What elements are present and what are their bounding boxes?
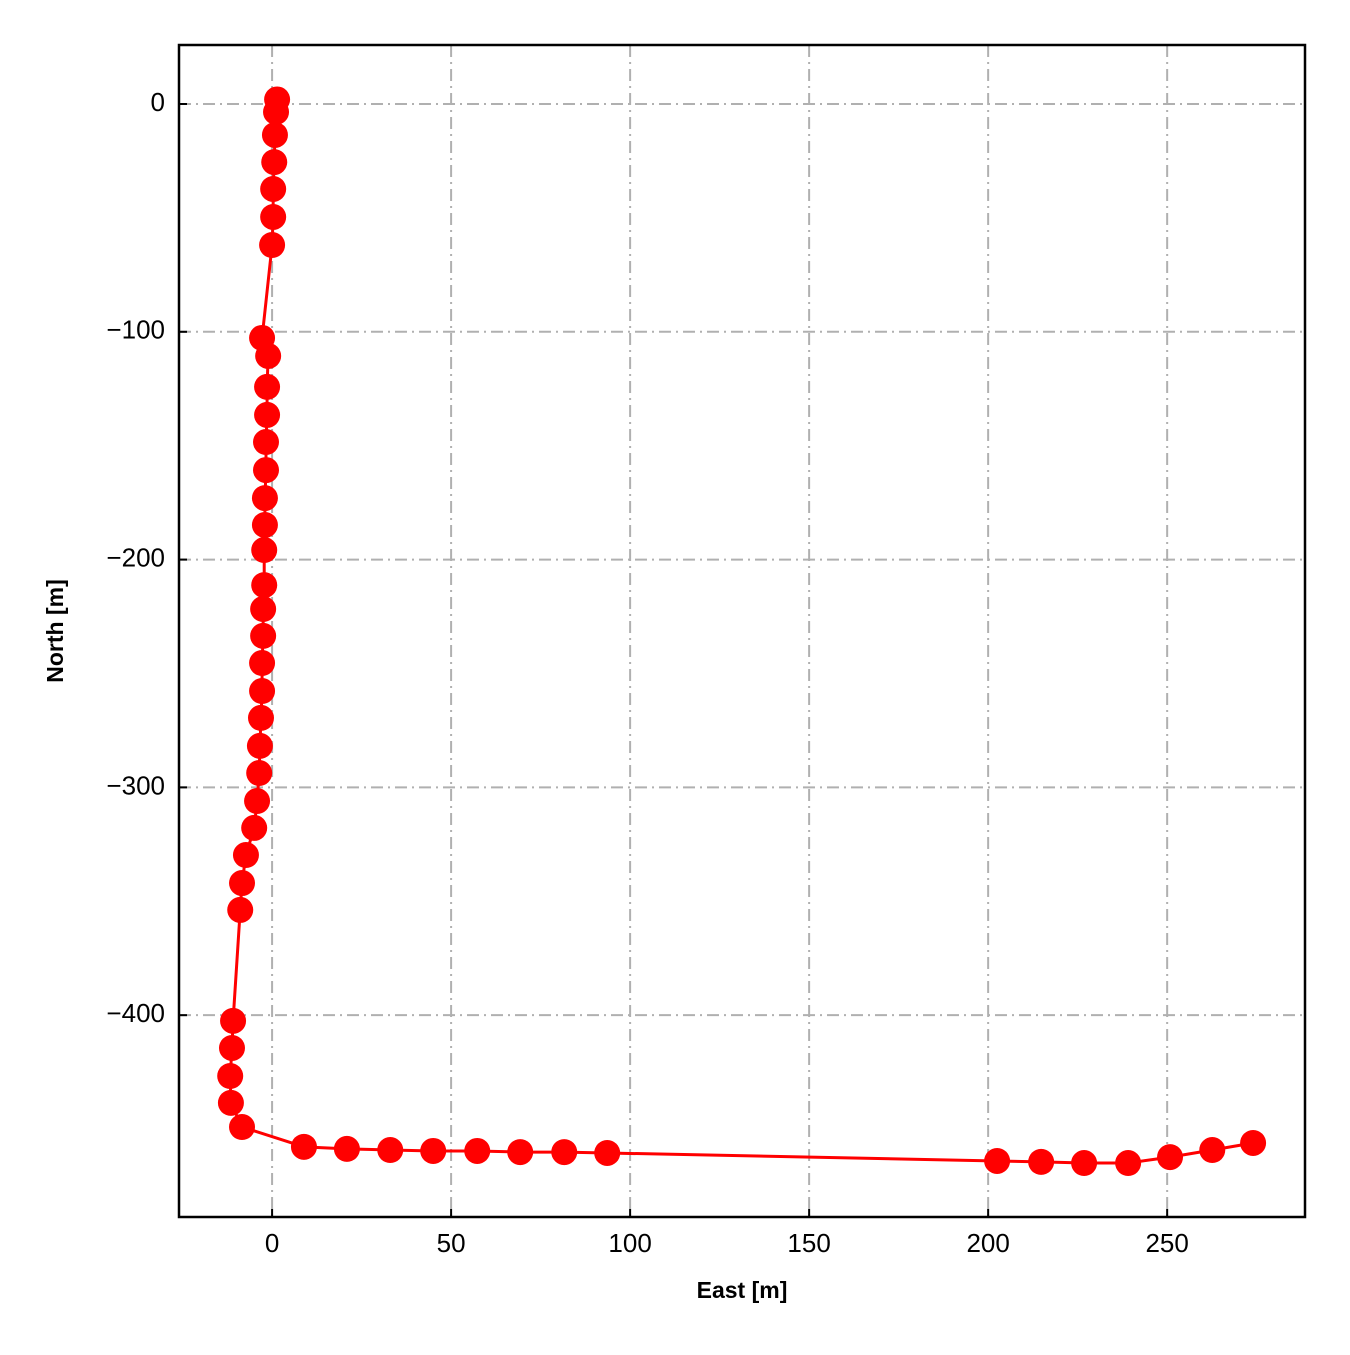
x-tick-label: 0 bbox=[265, 1228, 279, 1258]
y-tick-label: −400 bbox=[106, 998, 165, 1028]
y-tick-label: −300 bbox=[106, 770, 165, 800]
point-marker bbox=[218, 1034, 245, 1061]
point-marker bbox=[250, 622, 277, 649]
point-marker bbox=[1157, 1144, 1184, 1171]
point-marker bbox=[217, 1089, 244, 1116]
point-marker bbox=[1240, 1129, 1267, 1156]
point-marker bbox=[261, 121, 288, 148]
x-tick-label: 200 bbox=[966, 1228, 1009, 1258]
y-axis-label: North [m] bbox=[42, 579, 68, 682]
point-marker bbox=[251, 511, 278, 538]
point-marker bbox=[229, 870, 256, 897]
point-marker bbox=[420, 1137, 447, 1164]
point-marker bbox=[251, 572, 278, 599]
point-marker bbox=[1199, 1137, 1226, 1164]
point-marker bbox=[1028, 1148, 1055, 1175]
point-marker bbox=[263, 98, 290, 125]
point-marker bbox=[246, 732, 273, 759]
point-marker bbox=[227, 896, 254, 923]
x-tick-label: 100 bbox=[608, 1228, 651, 1258]
x-axis-label: East [m] bbox=[697, 1277, 788, 1303]
point-marker bbox=[253, 457, 280, 484]
point-marker bbox=[984, 1147, 1011, 1174]
point-marker bbox=[229, 1114, 256, 1141]
point-marker bbox=[259, 232, 286, 259]
point-marker bbox=[253, 429, 280, 456]
point-marker bbox=[254, 373, 281, 400]
plot-layer: 0 50 100 150 200 250 0 −100 −200 −300 −400 bbox=[106, 45, 1305, 1258]
x-tick-label: 250 bbox=[1145, 1228, 1188, 1258]
point-marker bbox=[1115, 1150, 1142, 1177]
point-marker bbox=[594, 1139, 621, 1166]
point-marker bbox=[261, 149, 288, 176]
point-marker bbox=[333, 1135, 360, 1162]
point-marker bbox=[260, 203, 287, 230]
x-tick-label: 50 bbox=[437, 1228, 466, 1258]
point-marker bbox=[377, 1137, 404, 1164]
point-marker bbox=[217, 1062, 244, 1089]
point-marker bbox=[1071, 1150, 1098, 1177]
point-marker bbox=[551, 1139, 578, 1166]
point-marker bbox=[251, 485, 278, 512]
point-marker bbox=[247, 704, 274, 731]
point-marker bbox=[260, 175, 287, 202]
point-marker bbox=[249, 678, 276, 705]
point-marker bbox=[464, 1137, 491, 1164]
point-marker bbox=[220, 1007, 247, 1034]
y-tick-label: −200 bbox=[106, 542, 165, 572]
point-marker bbox=[290, 1133, 317, 1160]
point-marker bbox=[232, 842, 259, 869]
y-tick-label: 0 bbox=[151, 87, 165, 117]
point-marker bbox=[241, 814, 268, 841]
point-marker bbox=[250, 596, 277, 623]
point-marker bbox=[244, 788, 271, 815]
point-marker bbox=[246, 760, 273, 787]
point-marker bbox=[507, 1139, 534, 1166]
y-tick-label: −100 bbox=[106, 315, 165, 345]
axes-frame bbox=[177, 43, 1307, 1219]
point-marker bbox=[254, 401, 281, 428]
point-marker bbox=[251, 537, 278, 564]
x-tick-label: 150 bbox=[787, 1228, 830, 1258]
point-marker bbox=[249, 650, 276, 677]
point-marker bbox=[255, 342, 282, 369]
trajectory-line bbox=[228, 99, 1254, 1165]
